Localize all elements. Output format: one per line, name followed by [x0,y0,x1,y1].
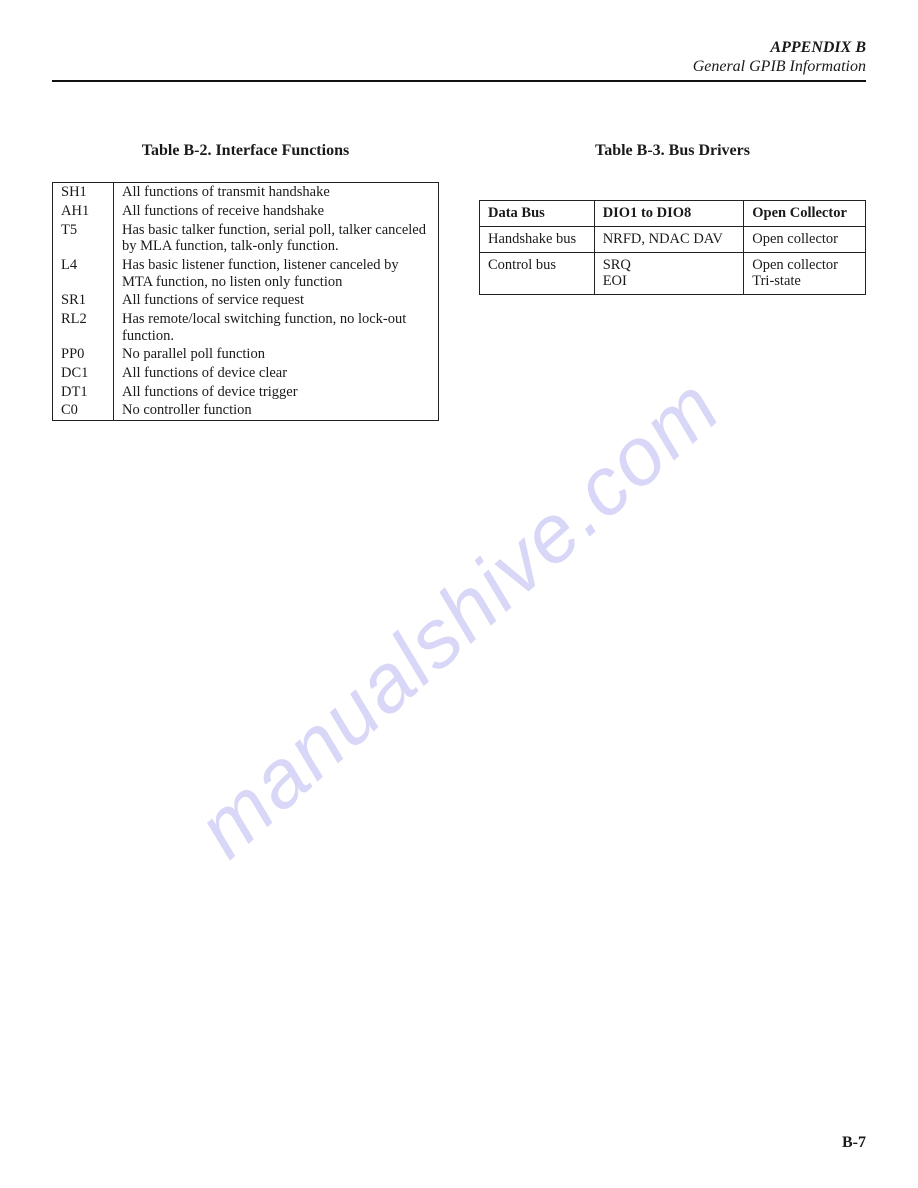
code-cell: SR1 [53,291,114,310]
data-cell: Open collector Tri-state [744,252,866,294]
code-cell: AH1 [53,202,114,221]
table-row: C0No controller function [53,401,439,420]
column-header: Data Bus [480,201,595,227]
table-row: AH1All functions of receive handshake [53,202,439,221]
desc-cell: Has basic listener function, listener ca… [114,256,439,291]
table-b2: SH1All functions of transmit handshakeAH… [52,182,439,421]
table-row: PP0No parallel poll function [53,345,439,364]
table-row: L4Has basic listener function, listener … [53,256,439,291]
running-header: APPENDIX B General GPIB Information [52,38,866,76]
data-cell: SRQ EOI [594,252,744,294]
desc-cell: Has basic talker function, serial poll, … [114,221,439,256]
table-row: DC1All functions of device clear [53,364,439,383]
watermark: manualshive.com [179,359,738,876]
table-b3-caption: Table B-3. Bus Drivers [479,142,866,160]
desc-cell: No controller function [114,401,439,420]
column-header: DIO1 to DIO8 [594,201,744,227]
desc-cell: All functions of device clear [114,364,439,383]
left-column: Table B-2. Interface Functions SH1All fu… [52,142,439,421]
appendix-subtitle: General GPIB Information [52,57,866,76]
column-header: Open Collector [744,201,866,227]
header-rule [52,80,866,82]
data-cell: NRFD, NDAC DAV [594,227,744,253]
code-cell: PP0 [53,345,114,364]
code-cell: DT1 [53,383,114,402]
appendix-title: APPENDIX B [52,38,866,57]
page: APPENDIX B General GPIB Information Tabl… [0,0,918,421]
table-row: RL2Has remote/local switching function, … [53,310,439,345]
code-cell: RL2 [53,310,114,345]
table-row: DT1All functions of device trigger [53,383,439,402]
code-cell: C0 [53,401,114,420]
data-cell: Control bus [480,252,595,294]
page-number: B-7 [842,1134,866,1152]
table-row: Control busSRQ EOIOpen collector Tri-sta… [480,252,866,294]
content-columns: Table B-2. Interface Functions SH1All fu… [52,142,866,421]
table-row: T5Has basic talker function, serial poll… [53,221,439,256]
table-b3: Data BusDIO1 to DIO8Open Collector Hands… [479,200,866,295]
data-cell: Handshake bus [480,227,595,253]
desc-cell: No parallel poll function [114,345,439,364]
data-cell: Open collector [744,227,866,253]
desc-cell: Has remote/local switching function, no … [114,310,439,345]
code-cell: L4 [53,256,114,291]
desc-cell: All functions of receive handshake [114,202,439,221]
table-row: Handshake busNRFD, NDAC DAVOpen collecto… [480,227,866,253]
desc-cell: All functions of device trigger [114,383,439,402]
table-b2-caption: Table B-2. Interface Functions [52,142,439,160]
code-cell: SH1 [53,183,114,202]
table-row: SH1All functions of transmit handshake [53,183,439,202]
desc-cell: All functions of service request [114,291,439,310]
table-row: SR1All functions of service request [53,291,439,310]
code-cell: T5 [53,221,114,256]
right-column: Table B-3. Bus Drivers Data BusDIO1 to D… [479,142,866,421]
desc-cell: All functions of transmit handshake [114,183,439,202]
code-cell: DC1 [53,364,114,383]
